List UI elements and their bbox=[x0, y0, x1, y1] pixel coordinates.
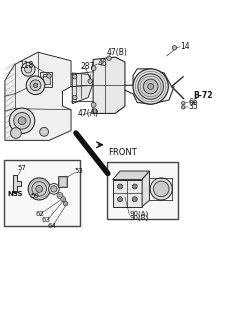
Circle shape bbox=[132, 197, 137, 202]
Circle shape bbox=[63, 201, 68, 206]
Circle shape bbox=[133, 69, 168, 104]
Text: B-72: B-72 bbox=[194, 91, 213, 100]
Circle shape bbox=[73, 95, 77, 100]
Text: NSS: NSS bbox=[8, 191, 23, 197]
Circle shape bbox=[182, 106, 185, 109]
Circle shape bbox=[153, 181, 169, 197]
Circle shape bbox=[18, 117, 26, 125]
Text: 47(A): 47(A) bbox=[78, 109, 99, 118]
Text: 118: 118 bbox=[19, 61, 33, 70]
Bar bbox=[58, 176, 67, 187]
Polygon shape bbox=[93, 57, 125, 114]
Circle shape bbox=[32, 181, 47, 196]
Text: 46: 46 bbox=[98, 59, 107, 68]
Text: 35: 35 bbox=[188, 102, 198, 111]
Circle shape bbox=[33, 83, 38, 87]
Text: 90(B): 90(B) bbox=[130, 215, 149, 221]
Text: 287: 287 bbox=[81, 62, 95, 71]
Text: 53: 53 bbox=[75, 168, 84, 174]
Circle shape bbox=[61, 197, 66, 202]
Text: 66: 66 bbox=[188, 98, 198, 107]
Bar bbox=[59, 177, 66, 186]
Bar bbox=[107, 163, 178, 219]
Circle shape bbox=[91, 66, 96, 71]
Circle shape bbox=[24, 66, 32, 73]
Circle shape bbox=[62, 198, 64, 200]
Text: 62: 62 bbox=[36, 211, 44, 217]
Polygon shape bbox=[13, 175, 21, 192]
Circle shape bbox=[59, 194, 61, 197]
Text: 57: 57 bbox=[18, 165, 27, 171]
Bar bbox=[43, 74, 50, 84]
Circle shape bbox=[107, 56, 111, 60]
Circle shape bbox=[93, 109, 97, 113]
Polygon shape bbox=[113, 171, 149, 180]
Circle shape bbox=[57, 193, 63, 198]
Circle shape bbox=[51, 186, 57, 192]
Circle shape bbox=[148, 84, 154, 89]
Circle shape bbox=[14, 112, 30, 129]
Polygon shape bbox=[142, 171, 149, 206]
Circle shape bbox=[138, 74, 163, 99]
Circle shape bbox=[150, 178, 172, 200]
Text: 64: 64 bbox=[47, 223, 56, 229]
Circle shape bbox=[11, 128, 21, 139]
Text: 14: 14 bbox=[181, 42, 190, 51]
Circle shape bbox=[73, 75, 77, 79]
Text: 63: 63 bbox=[42, 217, 51, 223]
Circle shape bbox=[172, 45, 177, 50]
Circle shape bbox=[182, 101, 185, 105]
Text: 59: 59 bbox=[31, 193, 39, 198]
Circle shape bbox=[118, 197, 122, 202]
Polygon shape bbox=[113, 180, 142, 206]
Circle shape bbox=[40, 127, 49, 136]
Text: FRONT: FRONT bbox=[109, 148, 137, 157]
Bar bbox=[4, 160, 80, 226]
Text: 90(A): 90(A) bbox=[130, 211, 149, 217]
Text: 47(B): 47(B) bbox=[107, 48, 127, 57]
Circle shape bbox=[26, 76, 45, 95]
Circle shape bbox=[36, 186, 43, 192]
Circle shape bbox=[91, 102, 96, 107]
Polygon shape bbox=[72, 73, 93, 104]
Circle shape bbox=[88, 79, 92, 83]
Circle shape bbox=[132, 184, 137, 189]
Bar bbox=[40, 72, 52, 86]
Circle shape bbox=[21, 62, 35, 76]
Circle shape bbox=[47, 74, 51, 78]
Circle shape bbox=[30, 80, 41, 91]
Circle shape bbox=[65, 203, 67, 205]
Polygon shape bbox=[5, 52, 71, 140]
Circle shape bbox=[9, 108, 35, 133]
Circle shape bbox=[28, 178, 50, 200]
Circle shape bbox=[49, 184, 59, 194]
Circle shape bbox=[143, 79, 158, 94]
Circle shape bbox=[118, 184, 122, 189]
